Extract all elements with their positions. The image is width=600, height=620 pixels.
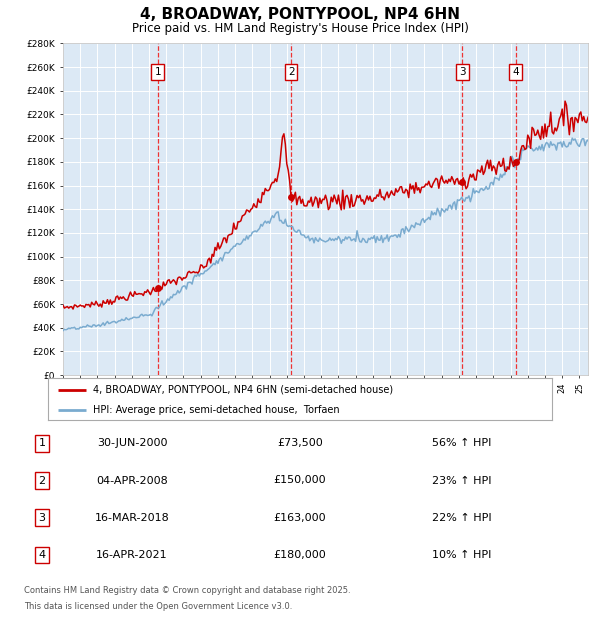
Text: £73,500: £73,500 <box>277 438 323 448</box>
Text: 16-MAR-2018: 16-MAR-2018 <box>95 513 169 523</box>
Text: £163,000: £163,000 <box>274 513 326 523</box>
Text: 1: 1 <box>154 66 161 77</box>
Text: Contains HM Land Registry data © Crown copyright and database right 2025.: Contains HM Land Registry data © Crown c… <box>24 586 350 595</box>
Text: HPI: Average price, semi-detached house,  Torfaen: HPI: Average price, semi-detached house,… <box>94 405 340 415</box>
Text: 56% ↑ HPI: 56% ↑ HPI <box>432 438 491 448</box>
Text: 4, BROADWAY, PONTYPOOL, NP4 6HN: 4, BROADWAY, PONTYPOOL, NP4 6HN <box>140 7 460 22</box>
Text: 04-APR-2008: 04-APR-2008 <box>96 476 168 485</box>
Text: Price paid vs. HM Land Registry's House Price Index (HPI): Price paid vs. HM Land Registry's House … <box>131 22 469 35</box>
Text: 4, BROADWAY, PONTYPOOL, NP4 6HN (semi-detached house): 4, BROADWAY, PONTYPOOL, NP4 6HN (semi-de… <box>94 384 394 394</box>
Text: 10% ↑ HPI: 10% ↑ HPI <box>432 550 491 560</box>
Text: 2: 2 <box>38 476 46 485</box>
Text: 22% ↑ HPI: 22% ↑ HPI <box>432 513 491 523</box>
Text: £150,000: £150,000 <box>274 476 326 485</box>
Text: 30-JUN-2000: 30-JUN-2000 <box>97 438 167 448</box>
Text: 4: 4 <box>38 550 46 560</box>
Text: 16-APR-2021: 16-APR-2021 <box>96 550 168 560</box>
Text: £180,000: £180,000 <box>274 550 326 560</box>
Text: 3: 3 <box>38 513 46 523</box>
Text: 3: 3 <box>459 66 466 77</box>
Text: This data is licensed under the Open Government Licence v3.0.: This data is licensed under the Open Gov… <box>24 602 292 611</box>
Text: 2: 2 <box>288 66 295 77</box>
Text: 23% ↑ HPI: 23% ↑ HPI <box>432 476 491 485</box>
Text: 1: 1 <box>38 438 46 448</box>
Text: 4: 4 <box>512 66 519 77</box>
